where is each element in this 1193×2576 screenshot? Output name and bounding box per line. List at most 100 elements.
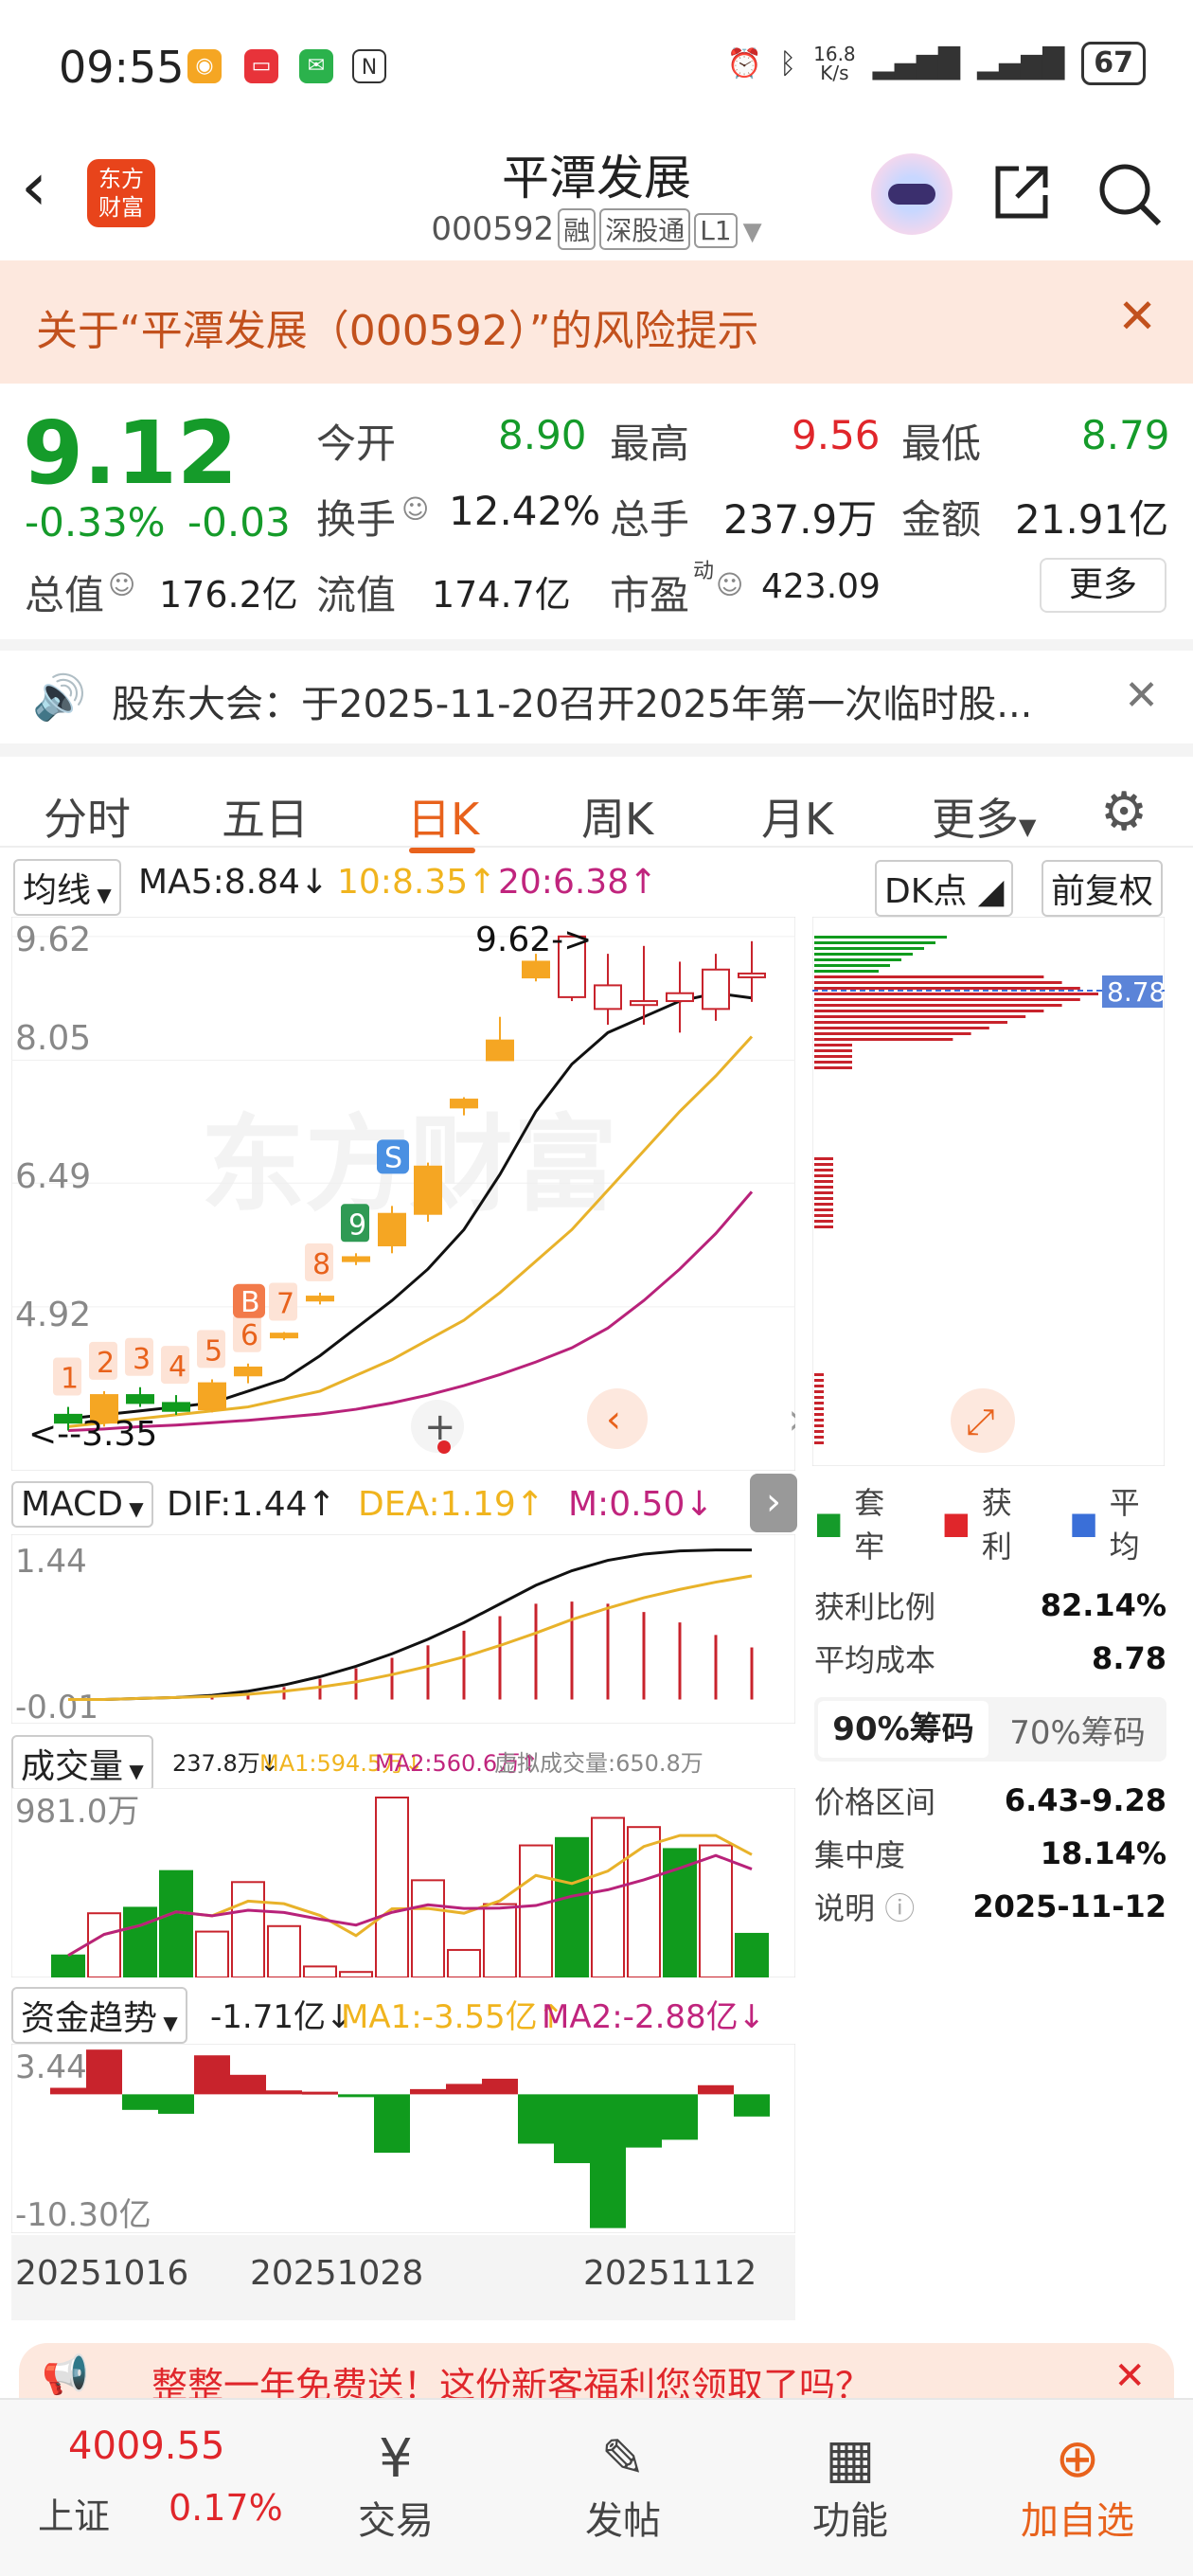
expand-side-button[interactable]: › bbox=[750, 1474, 797, 1532]
close-icon[interactable]: ✕ bbox=[1117, 289, 1157, 344]
candle-body bbox=[414, 1165, 442, 1215]
macd-chart[interactable]: 1.44 -0.01 bbox=[11, 1534, 795, 1724]
chip-bar bbox=[814, 1169, 833, 1172]
info-icon[interactable]: ☺ bbox=[716, 569, 744, 600]
settings-gear-icon[interactable]: ⚙ bbox=[1100, 781, 1148, 843]
nav-trade[interactable]: ¥ 交易 bbox=[329, 2428, 462, 2545]
info-icon[interactable]: ☺ bbox=[108, 569, 136, 600]
macd-header: MACD ▼ DIF:1.44↑ DEA:1.19↑ M:0.50↓ bbox=[11, 1477, 795, 1534]
fund-y-bottom: -10.30亿 bbox=[15, 2196, 151, 2233]
fund-flow-bar bbox=[518, 2094, 554, 2144]
info-icon[interactable]: ☺ bbox=[401, 493, 430, 525]
close-icon[interactable]: ✕ bbox=[1113, 2354, 1146, 2398]
chip-bar bbox=[814, 1225, 833, 1228]
sequence-marker: 6 bbox=[233, 1314, 261, 1352]
fund-flow-bar bbox=[194, 2055, 230, 2095]
share-icon[interactable] bbox=[990, 161, 1053, 224]
scroll-left-button[interactable] bbox=[587, 1388, 648, 1449]
ma20-value: 20:6.38↑ bbox=[498, 863, 658, 902]
chip-distribution-chart[interactable]: 8.78 ⤢ bbox=[812, 917, 1165, 1466]
grid-icon: ▦ bbox=[825, 2428, 876, 2490]
close-icon[interactable]: ✕ bbox=[1124, 671, 1159, 720]
tab-weekly-k[interactable]: 周K bbox=[581, 794, 654, 845]
sequence-marker: 5 bbox=[197, 1330, 225, 1368]
chip-bar bbox=[814, 953, 913, 956]
macd-selector[interactable]: MACD ▼ bbox=[11, 1481, 153, 1528]
volume-y-top: 981.0万 bbox=[15, 1793, 139, 1831]
sequence-marker: 8 bbox=[305, 1243, 333, 1281]
signal-icon-2: ▂▄▆█ bbox=[976, 46, 1065, 80]
tab-five-day[interactable]: 五日 bbox=[222, 794, 309, 845]
chevron-left-icon[interactable]: ‹ bbox=[21, 148, 47, 225]
eastmoney-logo[interactable]: 东方 财富 bbox=[87, 159, 155, 227]
nav-post[interactable]: ✎ 发帖 bbox=[557, 2428, 689, 2545]
index-name[interactable]: 上证 bbox=[38, 2496, 111, 2537]
dk-point-button[interactable]: DK点 ◢ bbox=[875, 860, 1014, 917]
edit-icon: ✎ bbox=[600, 2428, 646, 2490]
status-bar: 09:55 ◉ ▭ ✉ N ⏰ ᛒ 16.8 K/s ▂▄▆█ ▂▄▆█ 67 bbox=[0, 0, 1193, 133]
fund-selector[interactable]: 资金趋势 ▼ bbox=[11, 1987, 187, 2044]
avg-cost-tag-text: 8.78 bbox=[1107, 976, 1165, 1008]
wechat-icon: ✉ bbox=[299, 49, 333, 83]
chip-bar bbox=[814, 1038, 953, 1041]
y-tick-2: 8.05 bbox=[15, 1019, 91, 1058]
chip-bar bbox=[814, 1163, 833, 1166]
volume-selector[interactable]: 成交量 ▼ bbox=[11, 1735, 153, 1792]
adjust-mode-button[interactable]: 前复权 bbox=[1042, 860, 1164, 917]
nav-functions[interactable]: ▦ 功能 bbox=[784, 2428, 917, 2545]
date-end: 20251112 bbox=[583, 2254, 757, 2293]
index-value[interactable]: 4009.55 bbox=[68, 2424, 225, 2468]
tab-intraday[interactable]: 分时 bbox=[44, 794, 131, 845]
promo-banner[interactable]: 📢 整整一年免费送！这份新客福利您领取了吗？ ✕ bbox=[19, 2343, 1174, 2400]
nav-add-watchlist[interactable]: ⊕ 加自选 bbox=[1011, 2428, 1144, 2545]
yen-circle-icon: ¥ bbox=[379, 2428, 413, 2490]
macd-dif: DIF:1.44↑ bbox=[167, 1485, 336, 1524]
macd-m: M:0.50↓ bbox=[568, 1485, 714, 1524]
ma-selector[interactable]: 均线 ▼ bbox=[13, 859, 121, 916]
candle-body bbox=[234, 1366, 262, 1377]
chip-bar bbox=[814, 1066, 852, 1069]
tab-chip-90[interactable]: 90%筹码 bbox=[818, 1701, 988, 1758]
bottom-navigation: 4009.55 上证 0.17% ¥ 交易 ✎ 发帖 ▦ 功能 ⊕ 加自选 bbox=[0, 2398, 1193, 2576]
tab-more[interactable]: 更多▼ bbox=[932, 785, 1036, 848]
ma-selector-label: 均线 bbox=[23, 871, 92, 910]
tab-monthly-k[interactable]: 月K bbox=[761, 794, 834, 845]
candle-body bbox=[126, 1394, 154, 1404]
chip-bar bbox=[814, 1214, 833, 1217]
crosshair-button[interactable] bbox=[411, 1400, 464, 1453]
concentration-value: 18.14% bbox=[1040, 1835, 1166, 1871]
sell-signal-badge: S bbox=[377, 1139, 409, 1174]
legend-trapped: 套牢 bbox=[854, 1485, 885, 1565]
fund-flow-bar bbox=[734, 2094, 770, 2117]
volume-bar bbox=[627, 1826, 661, 1977]
chip-bar bbox=[814, 1174, 833, 1177]
app-notification-icon: ▭ bbox=[244, 49, 278, 83]
tab-chip-70[interactable]: 70%筹码 bbox=[1009, 1713, 1146, 1752]
fund-trend-chart[interactable]: 3.44亿 -10.30亿 bbox=[11, 2044, 795, 2233]
candle-body bbox=[522, 960, 550, 979]
chip-bar bbox=[814, 981, 1062, 984]
fund-flow-bar bbox=[626, 2094, 662, 2148]
more-button[interactable]: 更多 bbox=[1040, 558, 1166, 613]
chip-bar bbox=[814, 1049, 852, 1052]
chevron-right-icon[interactable]: › bbox=[788, 1393, 795, 1444]
risk-banner[interactable]: 关于“平潭发展（000592）”的风险提示 ✕ bbox=[0, 260, 1193, 384]
expand-button[interactable] bbox=[951, 1388, 1015, 1453]
signal-letter: B bbox=[240, 1286, 260, 1319]
volume-chart[interactable]: 981.0万 bbox=[11, 1788, 795, 1977]
chip-bar bbox=[814, 958, 901, 961]
connect-tag: 深股通 bbox=[599, 208, 691, 250]
red-dot-icon bbox=[437, 1440, 451, 1454]
index-change[interactable]: 0.17% bbox=[169, 2487, 283, 2529]
shareholder-notice[interactable]: 🔊 股东大会：于2025-11-20召开2025年第一次临时股... ✕ bbox=[0, 639, 1193, 743]
ai-assistant-icon[interactable] bbox=[871, 153, 953, 235]
chip-bar bbox=[814, 1191, 833, 1194]
info-icon[interactable]: ⓘ bbox=[884, 1890, 916, 1926]
search-icon[interactable] bbox=[1096, 161, 1163, 227]
chip-bar bbox=[814, 1441, 824, 1444]
tab-daily-k[interactable]: 日K bbox=[407, 794, 480, 845]
note-date: 2025-11-12 bbox=[972, 1888, 1166, 1924]
stock-code-row[interactable]: 000592 融深股通 L1 ▼ bbox=[0, 208, 1193, 250]
turnover-value: 12.42% bbox=[449, 488, 601, 534]
